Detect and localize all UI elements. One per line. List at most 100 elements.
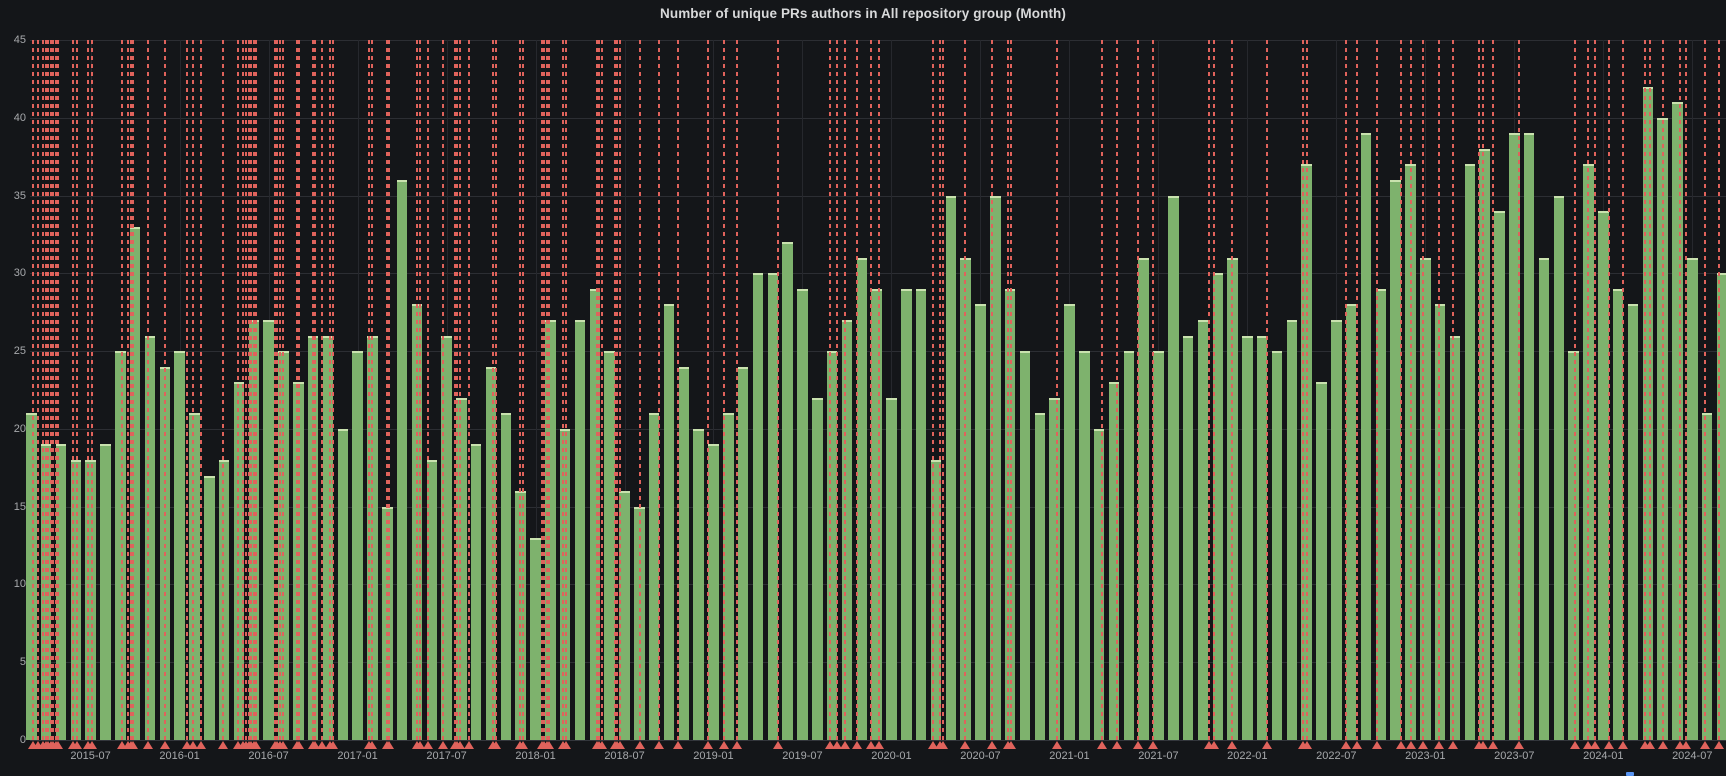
bar[interactable] (426, 460, 437, 740)
legend-series-marker[interactable] (1626, 772, 1634, 776)
annotation-line[interactable] (45, 40, 47, 740)
annotation-line[interactable] (388, 40, 390, 740)
annotation-marker-icon[interactable] (635, 741, 645, 749)
annotation-line[interactable] (1622, 40, 1624, 740)
bar[interactable] (856, 257, 867, 740)
annotation-line[interactable] (332, 40, 334, 740)
bar[interactable] (782, 242, 793, 740)
annotation-marker-icon[interactable] (1133, 741, 1143, 749)
annotation-marker-icon[interactable] (1148, 741, 1158, 749)
annotation-line[interactable] (541, 40, 543, 740)
annotation-marker-icon[interactable] (987, 741, 997, 749)
annotation-line[interactable] (1649, 40, 1651, 740)
annotation-marker-icon[interactable] (825, 741, 835, 749)
annotation-marker-icon[interactable] (1434, 741, 1444, 749)
annotation-line[interactable] (829, 40, 831, 740)
bar[interactable] (871, 288, 882, 740)
bar[interactable] (100, 444, 111, 740)
bar[interactable] (678, 366, 690, 740)
annotation-marker-icon[interactable] (1372, 741, 1382, 749)
annotation-line[interactable] (91, 40, 93, 740)
bar[interactable] (1182, 335, 1194, 740)
annotation-marker-icon[interactable] (53, 741, 63, 749)
annotation-line[interactable] (456, 40, 458, 740)
annotation-marker-icon[interactable] (117, 741, 127, 749)
annotation-line[interactable] (942, 40, 944, 740)
annotation-line[interactable] (368, 40, 370, 740)
annotation-line[interactable] (546, 40, 548, 740)
annotation-marker-icon[interactable] (1604, 741, 1614, 749)
annotation-line[interactable] (132, 40, 134, 740)
annotation-line[interactable] (598, 40, 600, 740)
bar[interactable] (767, 273, 778, 740)
annotation-line[interactable] (248, 40, 250, 740)
annotation-line[interactable] (416, 40, 418, 740)
annotation-line[interactable] (468, 40, 470, 740)
annotation-marker-icon[interactable] (654, 741, 664, 749)
bar[interactable] (812, 397, 823, 740)
annotation-line[interactable] (1400, 40, 1402, 740)
annotation-line[interactable] (777, 40, 779, 740)
bar[interactable] (396, 180, 408, 740)
bar[interactable] (915, 288, 927, 740)
annotation-marker-icon[interactable] (160, 741, 170, 749)
annotation-marker-icon[interactable] (218, 741, 228, 749)
annotation-line[interactable] (127, 40, 129, 740)
annotation-marker-icon[interactable] (317, 741, 327, 749)
annotation-marker-icon[interactable] (615, 741, 625, 749)
annotation-line[interactable] (454, 40, 456, 740)
annotation-line[interactable] (492, 40, 494, 740)
annotation-line[interactable] (314, 40, 316, 740)
bar[interactable] (693, 428, 704, 740)
annotation-marker-icon[interactable] (384, 741, 394, 749)
annotation-line[interactable] (1608, 40, 1610, 740)
annotation-marker-icon[interactable] (1714, 741, 1724, 749)
bar[interactable] (530, 537, 541, 740)
annotation-line[interactable] (47, 40, 49, 740)
annotation-line[interactable] (52, 40, 54, 740)
annotation-line[interactable] (87, 40, 89, 740)
annotation-marker-icon[interactable] (491, 741, 501, 749)
annotation-line[interactable] (255, 40, 257, 740)
annotation-marker-icon[interactable] (423, 741, 433, 749)
bar[interactable] (1256, 335, 1268, 740)
annotation-marker-icon[interactable] (1658, 741, 1668, 749)
annotation-line[interactable] (1452, 40, 1454, 740)
annotation-line[interactable] (186, 40, 188, 740)
bar[interactable] (1464, 164, 1476, 740)
annotation-marker-icon[interactable] (1112, 741, 1122, 749)
bar[interactable] (337, 428, 348, 740)
bar[interactable] (1627, 304, 1639, 740)
bar[interactable] (263, 320, 274, 740)
annotation-line[interactable] (1208, 40, 1210, 740)
annotation-marker-icon[interactable] (1590, 741, 1600, 749)
annotation-line[interactable] (707, 40, 709, 740)
annotation-marker-icon[interactable] (732, 741, 742, 749)
annotation-marker-icon[interactable] (1227, 741, 1237, 749)
annotation-marker-icon[interactable] (196, 741, 206, 749)
annotation-line[interactable] (1594, 40, 1596, 740)
bar[interactable] (1034, 413, 1045, 740)
annotation-marker-icon[interactable] (1583, 741, 1593, 749)
bar[interactable] (752, 273, 764, 740)
bar[interactable] (841, 320, 853, 740)
bar[interactable] (204, 475, 215, 740)
annotation-line[interactable] (371, 40, 373, 740)
annotation-line[interactable] (1492, 40, 1494, 740)
bar[interactable] (1093, 428, 1105, 740)
annotation-line[interactable] (1306, 40, 1308, 740)
bar[interactable] (189, 413, 200, 740)
bar[interactable] (456, 397, 467, 740)
annotation-line[interactable] (1662, 40, 1664, 740)
annotation-line[interactable] (37, 40, 39, 740)
annotation-line[interactable] (329, 40, 331, 740)
annotation-line[interactable] (856, 40, 858, 740)
annotation-line[interactable] (1410, 40, 1412, 740)
annotation-marker-icon[interactable] (251, 741, 261, 749)
bar[interactable] (1316, 382, 1327, 740)
annotation-marker-icon[interactable] (874, 741, 884, 749)
bar[interactable] (1271, 351, 1283, 740)
annotation-marker-icon[interactable] (1675, 741, 1685, 749)
bar[interactable] (1123, 351, 1134, 740)
annotation-line[interactable] (274, 40, 276, 740)
